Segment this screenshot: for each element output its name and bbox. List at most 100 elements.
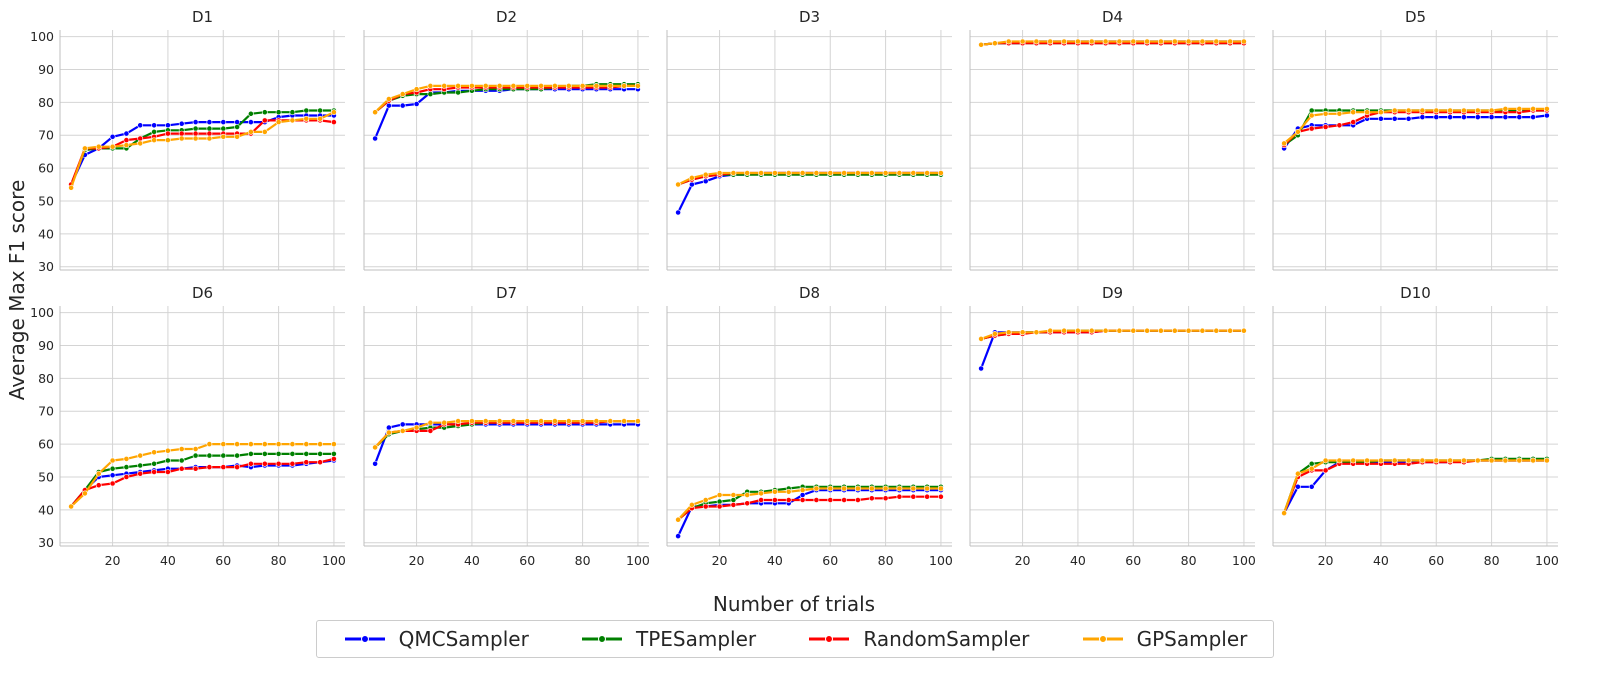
data-point-gpsampler [1241,327,1247,334]
panel-title-d5: D5 [1405,8,1426,26]
panel-d6: D6 30 40 50 60 70 80 90 100 20 40 60 80 100 [30,284,346,568]
data-point-gpsampler [607,83,614,89]
data-point-gpsampler [109,457,116,464]
series-line-tpesampler [1283,457,1547,514]
data-point-tpesampler [234,124,240,130]
x-tick-label: 40 [464,553,480,568]
data-point-gpsampler [1088,327,1095,334]
data-point-gpsampler [855,170,861,176]
data-point-gpsampler [675,516,681,523]
data-point-gpsampler [1461,457,1467,464]
data-point-gpsampler [1405,457,1412,464]
data-point-gpsampler [716,170,723,176]
data-point-tpesampler [247,110,254,117]
data-point-gpsampler [758,170,764,176]
panels: D1 30 40 50 60 70 80 90 100 D2 D3 D4 D5 D6 30 40 50 60 70 8… [30,8,1559,568]
data-point-qmcsampler [372,460,378,467]
data-point-gpsampler [896,485,903,492]
x-tick-label: 20 [409,553,425,568]
legend-label-tpe: TPESampler [636,627,757,651]
x-tick-label: 100 [322,553,346,568]
legend-label-gp: GPSampler [1136,627,1248,651]
data-point-gpsampler [455,83,461,89]
legend-label-random: RandomSampler [863,627,1030,651]
data-point-gpsampler [607,418,614,424]
y-tick-label: 60 [38,437,54,452]
data-point-gpsampler [1502,457,1509,464]
data-point-qmcsampler [178,120,185,127]
data-point-qmcsampler [192,119,199,125]
data-point-tpesampler [178,457,185,464]
data-point-gpsampler [123,142,130,148]
panel-title-d7: D7 [496,284,517,302]
panel-title-d10: D10 [1400,284,1431,302]
data-point-gpsampler [1005,38,1012,45]
data-point-gpsampler [978,335,984,342]
data-point-gpsampler [68,184,74,191]
data-point-randomsampler [882,495,889,502]
x-tick-label: 40 [767,553,783,568]
data-point-randomsampler [813,497,820,503]
data-point-gpsampler [496,83,503,89]
x-tick-label: 100 [626,553,650,568]
data-point-tpesampler [151,460,157,467]
data-point-gpsampler [275,119,282,125]
panel-d1: D1 30 40 50 60 70 80 90 100 [30,8,345,274]
data-point-qmcsampler [399,102,406,109]
data-point-qmcsampler [399,421,406,428]
data-point-gpsampler [220,441,227,447]
data-point-qmcsampler [702,178,709,185]
data-point-randomsampler [744,500,751,507]
data-point-gpsampler [992,330,998,337]
data-point-gpsampler [1364,457,1370,464]
data-point-tpesampler [220,125,227,132]
x-tick-label: 100 [1232,553,1256,568]
data-point-randomsampler [938,493,944,500]
data-point-gpsampler [164,137,171,143]
data-point-gpsampler [496,418,503,424]
data-point-randomsampler [234,464,240,470]
data-point-gpsampler [1227,38,1233,45]
data-point-gpsampler [841,170,847,176]
data-point-gpsampler [785,488,792,495]
data-point-gpsampler [827,485,834,492]
data-point-randomsampler [178,465,185,472]
data-point-gpsampler [1295,470,1301,477]
data-point-gpsampler [1308,465,1315,472]
data-point-gpsampler [593,83,600,89]
data-point-gpsampler [868,485,875,492]
data-point-gpsampler [303,115,310,122]
data-point-gpsampler [1102,38,1109,45]
data-point-gpsampler [1544,106,1550,112]
data-point-randomsampler [924,493,930,500]
data-point-gpsampler [978,41,984,48]
x-tick-label: 100 [1535,553,1559,568]
data-point-gpsampler [799,170,806,176]
data-point-gpsampler [206,441,213,447]
data-point-gpsampler [399,91,406,97]
data-point-randomsampler [799,497,806,503]
legend-swatch-tpe [582,635,623,643]
data-point-qmcsampler [109,133,116,140]
data-point-randomsampler [164,469,171,475]
data-point-tpesampler [317,107,323,114]
data-point-randomsampler [910,493,917,500]
x-tick-label: 60 [1428,553,1444,568]
data-point-randomsampler [868,495,875,502]
data-point-gpsampler [1391,107,1398,114]
data-point-gpsampler [1158,327,1164,334]
data-point-randomsampler [123,474,130,480]
legend-item-gp: GPSampler [1081,627,1248,651]
data-point-qmcsampler [675,533,681,539]
data-point-gpsampler [1075,327,1081,334]
panel-d4: D4 [969,8,1255,271]
data-point-randomsampler [317,459,323,466]
data-point-gpsampler [441,83,448,89]
data-point-tpesampler [716,498,723,505]
data-point-gpsampler [1061,38,1067,45]
y-tick-label: 40 [38,226,54,241]
data-point-gpsampler [868,170,875,176]
data-point-qmcsampler [1391,115,1398,122]
data-point-gpsampler [621,83,627,89]
